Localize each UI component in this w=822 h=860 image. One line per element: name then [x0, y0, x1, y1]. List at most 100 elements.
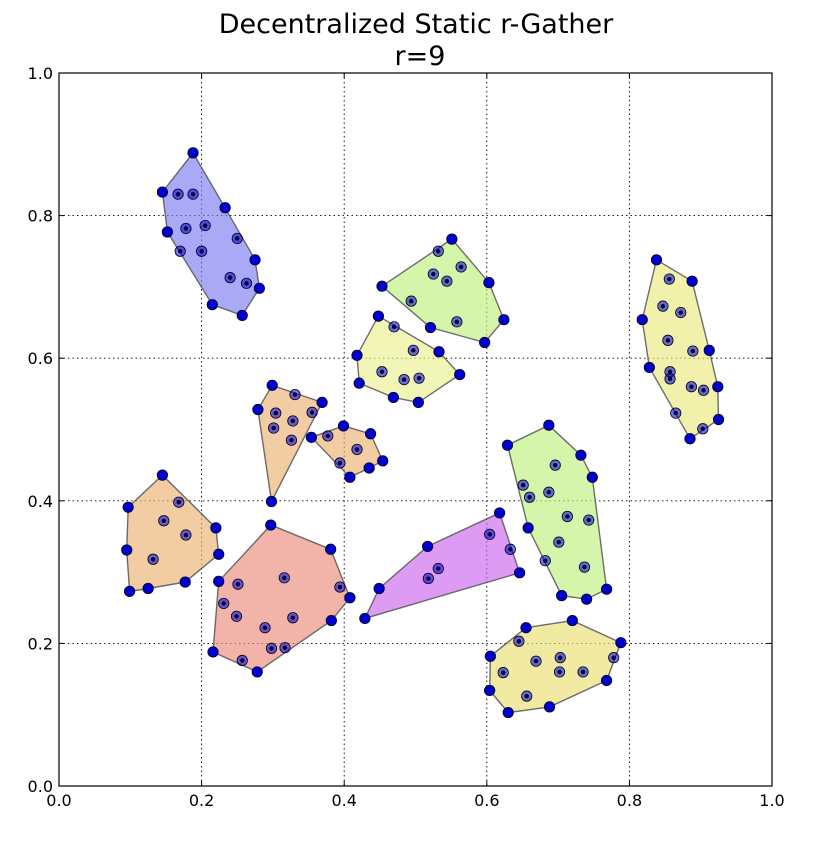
data-point: [543, 419, 555, 431]
data-point: [578, 561, 591, 573]
x-tick-label: 0.6: [474, 791, 499, 810]
data-point: [174, 245, 186, 257]
data-point-core: [183, 532, 189, 538]
data-point-core: [271, 425, 276, 431]
data-point: [455, 261, 467, 273]
data-point: [494, 507, 506, 519]
data-point: [388, 321, 400, 333]
data-point: [218, 597, 230, 610]
data-point-core: [586, 517, 591, 523]
data-point: [219, 202, 231, 214]
cluster-hulls: [125, 151, 720, 714]
data-point: [543, 701, 556, 713]
data-point-marker: [316, 396, 328, 409]
data-point: [657, 300, 669, 312]
data-point: [636, 314, 648, 326]
data-point-core: [234, 614, 239, 619]
data-point-marker: [344, 592, 356, 604]
data-point: [600, 583, 613, 595]
data-point-marker: [387, 391, 399, 404]
data-point: [359, 612, 371, 625]
data-point: [249, 254, 261, 266]
data-point: [432, 562, 444, 575]
data-point-core: [667, 376, 673, 382]
data-point: [554, 652, 566, 664]
data-point-marker: [351, 349, 363, 361]
data-point: [253, 282, 265, 294]
data-point-marker: [363, 462, 375, 474]
cluster-hull-7: [125, 474, 220, 593]
data-point-marker: [494, 507, 506, 519]
data-point: [351, 443, 363, 456]
data-point: [344, 592, 356, 604]
data-point-core: [401, 377, 407, 382]
data-point: [581, 593, 593, 605]
data-point: [479, 336, 491, 349]
data-point: [213, 548, 225, 560]
data-point-core: [337, 460, 343, 466]
data-point: [270, 407, 282, 419]
data-point-marker: [650, 254, 663, 266]
data-point-core: [183, 226, 189, 231]
data-point-core: [175, 192, 181, 197]
data-point: [675, 306, 687, 319]
data-point: [549, 459, 561, 471]
data-point: [712, 381, 724, 393]
y-tick-label: 0.0: [28, 777, 53, 796]
data-point-core: [262, 625, 268, 630]
data-point-core: [235, 236, 240, 241]
data-point: [122, 501, 134, 513]
data-point-core: [660, 303, 666, 309]
data-point-core: [689, 384, 694, 389]
data-point-core: [508, 547, 513, 552]
data-point-marker: [251, 666, 263, 678]
data-point-marker: [213, 575, 225, 587]
data-point: [344, 471, 356, 483]
data-point-core: [436, 249, 441, 254]
data-point: [230, 610, 243, 622]
data-point-marker: [353, 377, 365, 389]
data-point: [615, 637, 627, 649]
data-point-marker: [543, 701, 556, 713]
data-point-core: [565, 514, 570, 519]
data-point: [196, 245, 208, 257]
data-point-core: [244, 281, 249, 286]
data-point-marker: [643, 361, 655, 374]
data-point: [232, 578, 244, 590]
data-point: [289, 388, 301, 401]
data-point-core: [199, 249, 204, 254]
data-point: [427, 268, 439, 280]
data-point-core: [580, 669, 586, 675]
data-point: [663, 273, 675, 285]
cluster-hull-2: [380, 238, 505, 344]
data-point: [252, 403, 264, 416]
data-point-marker: [543, 419, 555, 431]
data-point-core: [290, 418, 296, 424]
data-point: [158, 515, 170, 527]
data-point-core: [516, 639, 522, 644]
data-point: [121, 544, 133, 556]
data-point: [684, 433, 696, 445]
data-point-core: [337, 584, 343, 590]
data-point-marker: [344, 471, 356, 483]
data-point: [224, 272, 236, 284]
cluster-hull-3: [356, 315, 461, 404]
data-point-marker: [636, 314, 648, 326]
data-point: [484, 528, 496, 540]
data-point: [422, 540, 434, 553]
chart-title: Decentralized Static r-Gather: [219, 9, 614, 40]
data-point: [441, 275, 453, 287]
data-point: [522, 522, 534, 534]
data-point-core: [431, 271, 436, 277]
data-point: [577, 666, 589, 678]
data-point-marker: [325, 543, 337, 555]
data-point: [685, 381, 698, 393]
data-point: [650, 254, 663, 266]
data-points: [121, 147, 725, 719]
data-point-core: [150, 557, 156, 562]
data-point-marker: [142, 582, 154, 595]
data-point-core: [221, 601, 226, 606]
data-point: [351, 349, 363, 361]
data-point: [553, 666, 566, 678]
